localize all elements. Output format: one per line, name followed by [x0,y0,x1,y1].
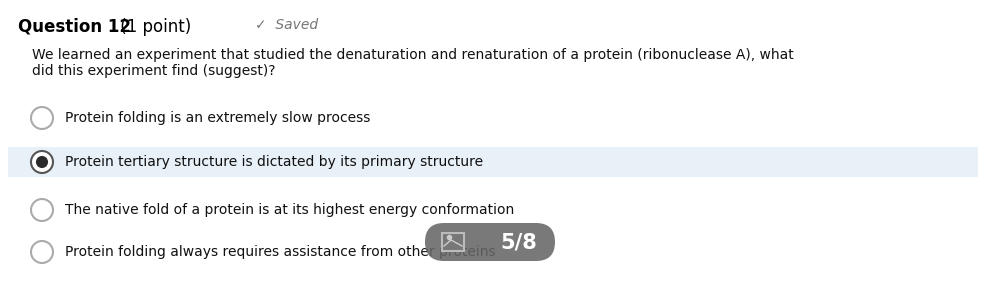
Circle shape [31,151,53,173]
FancyBboxPatch shape [442,233,464,251]
Circle shape [35,156,48,168]
Text: The native fold of a protein is at its highest energy conformation: The native fold of a protein is at its h… [65,203,515,217]
Circle shape [31,199,53,221]
Text: 5/8: 5/8 [500,232,536,252]
Text: Question 12: Question 12 [18,18,131,36]
Text: (1 point): (1 point) [115,18,191,36]
Circle shape [31,107,53,129]
Text: Protein folding always requires assistance from other proteins: Protein folding always requires assistan… [65,245,496,259]
Text: Protein tertiary structure is dictated by its primary structure: Protein tertiary structure is dictated b… [65,155,483,169]
FancyBboxPatch shape [8,147,978,177]
FancyBboxPatch shape [425,223,555,261]
Text: We learned an experiment that studied the denaturation and renaturation of a pro: We learned an experiment that studied th… [32,48,794,62]
Text: did this experiment find (suggest)?: did this experiment find (suggest)? [32,64,275,78]
Text: ✓  Saved: ✓ Saved [255,18,318,32]
Text: Protein folding is an extremely slow process: Protein folding is an extremely slow pro… [65,111,371,125]
Circle shape [31,241,53,263]
